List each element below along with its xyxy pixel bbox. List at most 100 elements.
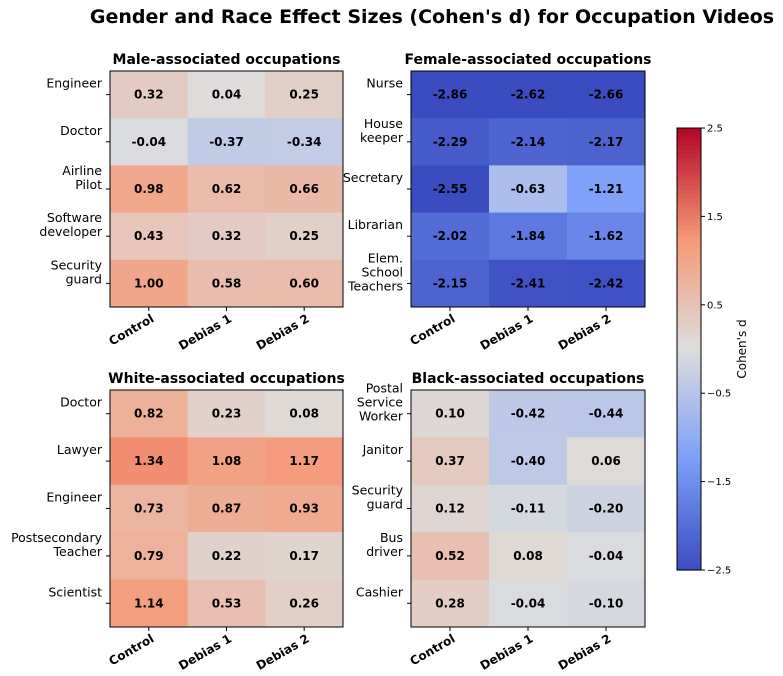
colorbar-segment [677, 446, 701, 452]
colorbar-segment [677, 136, 701, 142]
colorbar-segment [677, 499, 701, 505]
cell-value-label: 0.26 [289, 596, 319, 610]
cell-value-label: -0.11 [511, 502, 546, 516]
cell-value-label: -0.37 [209, 135, 244, 149]
heatmap-cell [187, 165, 266, 214]
colorbar-segment [677, 225, 701, 231]
cell-value-label: 1.14 [134, 596, 164, 610]
colorbar-segment [677, 304, 701, 310]
heatmap-cell [411, 437, 490, 486]
cell-value-label: -2.02 [433, 229, 468, 243]
cell-value-label: 0.43 [134, 229, 164, 243]
cell-value-label: 0.60 [289, 276, 319, 290]
cell-value-label: -0.04 [589, 549, 624, 563]
heatmap-cell [411, 71, 490, 119]
cell-value-label: -2.15 [433, 276, 468, 290]
colorbar-segment [677, 322, 701, 328]
cell-value-label: 0.32 [212, 229, 242, 243]
heatmap-cell [110, 437, 189, 486]
colorbar-tick-label: 0.5 [707, 300, 723, 311]
column-label: Debias 2 [556, 311, 614, 352]
colorbar-segment [677, 344, 701, 350]
heatmap-cell [567, 165, 646, 214]
colorbar-segment [677, 428, 701, 434]
heatmap-cell [110, 165, 189, 214]
heatmap-cell [567, 579, 646, 628]
colorbar-segment [677, 437, 701, 443]
colorbar-segment [677, 278, 701, 284]
colorbar-tick-label: −2.5 [707, 566, 731, 577]
cell-value-label: 0.28 [435, 596, 465, 610]
colorbar-segment [677, 189, 701, 195]
colorbar-segment [677, 176, 701, 182]
cell-value-label: -1.21 [589, 182, 624, 196]
heatmap-cell [110, 71, 189, 119]
colorbar-segment [677, 331, 701, 337]
colorbar-segment [677, 145, 701, 151]
colorbar-segment [677, 287, 701, 293]
heatmap-cell [187, 212, 266, 261]
row-label: Bus driver [366, 530, 404, 559]
heatmap-cell [187, 437, 266, 486]
colorbar-segment [677, 503, 701, 509]
colorbar-segment [677, 128, 701, 134]
cell-value-label: 0.58 [212, 276, 242, 290]
panel-title: Male-associated occupations [113, 52, 341, 68]
colorbar-segment [677, 415, 701, 421]
row-label: Secretary [343, 170, 404, 185]
heatmap-panel: Male-associated occupations 0.32 0.04 0.25 -… [39, 52, 344, 353]
column-label: Control [106, 631, 156, 668]
colorbar-segment [677, 508, 701, 514]
heatmap-cell [489, 212, 568, 261]
colorbar-segment [677, 216, 701, 222]
cell-value-label: -1.62 [589, 229, 624, 243]
colorbar-segment [677, 459, 701, 465]
row-label: Doctor [60, 395, 103, 410]
colorbar-segment [677, 357, 701, 363]
heatmap-cell [411, 212, 490, 261]
colorbar-tick-label: 2.5 [707, 124, 723, 135]
cell-value-label: -2.66 [589, 88, 624, 102]
colorbar-segment [677, 556, 701, 562]
panel-title: White-associated occupations [108, 371, 345, 387]
column-label: Debias 1 [176, 631, 234, 672]
heatmap-cell [411, 118, 490, 166]
heatmap-cell [489, 165, 568, 214]
colorbar-segment [677, 349, 701, 355]
colorbar-segment [677, 552, 701, 558]
colorbar-frame [676, 127, 702, 571]
row-label: Security guard [51, 257, 103, 286]
heatmap-cell [265, 118, 344, 166]
heatmap-cell [489, 437, 568, 486]
row-label: House keeper [360, 116, 404, 145]
cell-value-label: -0.63 [511, 182, 546, 196]
colorbar-segment [677, 516, 701, 522]
chart-title: Gender and Race Effect Sizes (Cohen's d)… [90, 6, 774, 28]
colorbar-segment [677, 238, 701, 244]
heatmap-cell [265, 484, 344, 533]
heatmap-cell [411, 259, 490, 308]
heatmap-cell [567, 71, 646, 119]
heatmap-cell [110, 390, 189, 438]
row-label: Elem. School Teachers [347, 250, 403, 293]
row-label: Postsecondary Teacher [11, 530, 103, 559]
row-label: Lawyer [57, 442, 103, 457]
cell-value-label: -0.20 [589, 502, 624, 516]
heatmap-cell [567, 437, 646, 486]
cell-value-label: -0.34 [287, 135, 322, 149]
colorbar-segment [677, 198, 701, 204]
heatmap-cell [187, 579, 266, 628]
row-label: Security guard [352, 483, 404, 512]
cell-value-label: 0.23 [212, 407, 242, 421]
cell-value-label: 0.66 [289, 182, 319, 196]
row-label: Janitor [362, 442, 404, 457]
panel-title: Female-associated occupations [404, 52, 651, 68]
colorbar-segment [677, 234, 701, 240]
colorbar-segment [677, 353, 701, 359]
heatmap-cell [265, 259, 344, 308]
colorbar-segment [677, 463, 701, 469]
colorbar: 2.5 1.5 0.5 −0.5 −1.5 −2.5 Cohen's d [676, 124, 749, 577]
heatmap-cell [265, 579, 344, 628]
colorbar-segment [677, 256, 701, 262]
colorbar-segment [677, 181, 701, 187]
